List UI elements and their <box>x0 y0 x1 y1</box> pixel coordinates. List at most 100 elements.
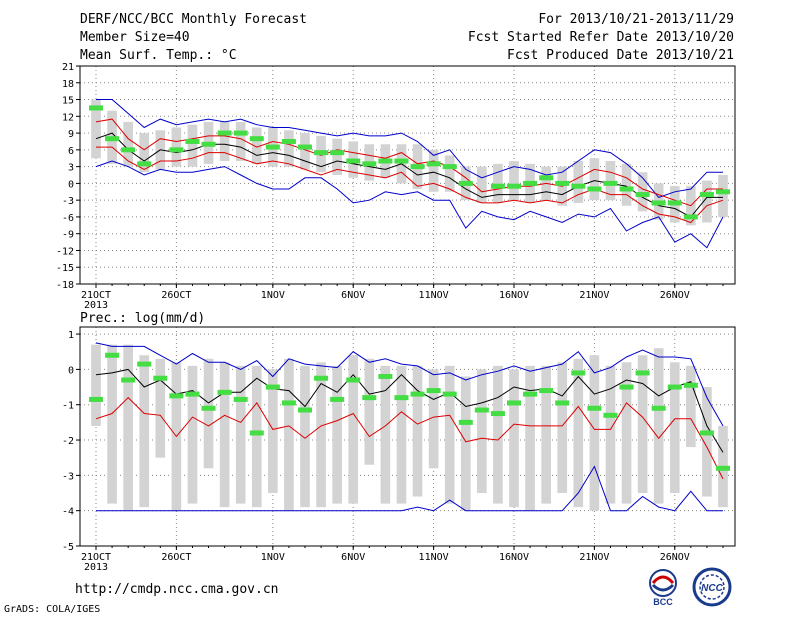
y-tick-label: -6 <box>62 213 74 224</box>
obs-marker <box>699 430 714 436</box>
obs-marker <box>555 180 570 186</box>
ensemble-box <box>251 365 262 508</box>
y-tick-label: -15 <box>56 263 74 274</box>
y-tick-label: -1 <box>62 401 74 412</box>
svg-text:BCC: BCC <box>653 597 673 607</box>
ensemble-box <box>702 387 712 497</box>
ensemble-box <box>139 355 150 508</box>
y-tick-label: 21 <box>62 62 74 73</box>
obs-marker <box>314 375 329 381</box>
ensemble-box <box>364 358 375 465</box>
obs-marker <box>716 189 730 195</box>
x-tick-label: 6NOV <box>341 290 365 301</box>
x-tick-label: 26NOV <box>660 552 690 563</box>
grads-credit: GrADS: COLA/IGES <box>4 604 101 615</box>
ensemble-box <box>460 376 471 511</box>
ensemble-box <box>300 133 310 170</box>
ensemble-box <box>686 365 696 448</box>
obs-marker <box>233 130 248 136</box>
x-tick-label: 1NOV <box>261 290 285 301</box>
obs-marker <box>410 164 425 170</box>
ensemble-box <box>203 358 214 469</box>
ensemble-box <box>380 365 391 504</box>
ensemble-box <box>477 166 487 203</box>
obs-marker <box>265 384 280 390</box>
obs-marker <box>587 186 602 192</box>
obs-marker <box>121 147 136 153</box>
ensemble-box <box>493 365 503 504</box>
series-line-upper <box>95 118 723 207</box>
obs-marker <box>539 388 554 394</box>
obs-marker <box>201 405 216 411</box>
series-line-mean <box>95 368 724 453</box>
x-tick-label: 21NOV <box>579 552 609 563</box>
obs-marker <box>490 411 505 417</box>
ensemble-box <box>541 365 551 504</box>
ensemble-box <box>621 362 632 504</box>
obs-marker <box>603 412 618 418</box>
obs-marker <box>619 384 634 390</box>
series-line-mean <box>95 132 723 218</box>
y-tick-label: 18 <box>62 79 74 90</box>
obs-marker <box>169 147 184 153</box>
ensemble-box <box>653 348 664 504</box>
obs-marker <box>362 395 377 401</box>
footer-url[interactable]: http://cmdp.ncc.cma.gov.cn <box>75 582 279 597</box>
ensemble-box <box>235 365 246 504</box>
ensemble-box <box>509 369 519 508</box>
x-tick-label: 11NOV <box>419 290 449 301</box>
ensemble-box <box>155 358 166 458</box>
ensemble-box <box>525 365 535 511</box>
obs-marker <box>635 192 650 198</box>
y-tick-label: 15 <box>62 96 74 107</box>
ensemble-box <box>284 358 294 511</box>
ncc-logo: NCC <box>692 567 732 607</box>
series-line-lower <box>96 146 724 224</box>
ensemble-box <box>509 161 519 201</box>
obs-marker <box>105 136 120 142</box>
obs-marker <box>169 393 184 399</box>
obs-marker <box>265 144 280 150</box>
ensemble-box <box>444 365 455 504</box>
ensemble-box <box>412 365 423 497</box>
ensemble-box <box>637 355 648 494</box>
y-tick-label: -4 <box>62 507 74 518</box>
forecast-started: Fcst Started Refer Date 2013/10/20 <box>467 30 734 45</box>
obs-marker <box>716 465 730 471</box>
obs-marker <box>507 400 521 406</box>
member-size: Member Size=40 <box>80 30 190 45</box>
obs-marker <box>137 361 152 367</box>
forecast-period: For 2013/10/21-2013/11/29 <box>538 12 734 27</box>
svg-text:NCC: NCC <box>701 583 723 594</box>
obs-marker <box>185 391 200 397</box>
series-line-max <box>96 99 723 198</box>
obs-marker <box>683 214 698 220</box>
ensemble-box <box>235 121 246 162</box>
obs-marker <box>458 180 473 186</box>
ensemble-box <box>332 138 342 175</box>
ensemble-box <box>621 163 632 206</box>
ensemble-box <box>702 180 712 223</box>
obs-marker <box>458 419 473 425</box>
y-tick-label: 0 <box>68 365 74 376</box>
series-line-max <box>95 342 724 427</box>
obs-marker <box>651 405 666 411</box>
ensemble-box <box>268 369 278 494</box>
obs-marker <box>523 391 538 397</box>
y-tick-label: -18 <box>56 280 74 291</box>
obs-marker <box>185 138 200 144</box>
obs-marker <box>298 144 312 150</box>
x-tick-sublabel: 2013 <box>84 562 108 573</box>
y-tick-label: -12 <box>56 246 74 257</box>
obs-marker <box>298 407 312 413</box>
x-tick-label: 26OCT <box>161 290 191 301</box>
obs-marker <box>555 400 570 406</box>
ensemble-box <box>187 124 198 167</box>
obs-marker <box>394 395 409 401</box>
x-tick-label: 21NOV <box>579 290 609 301</box>
ensemble-box <box>171 127 182 167</box>
ensemble-box <box>573 358 584 508</box>
obs-marker <box>667 384 682 390</box>
ensemble-box <box>589 355 600 511</box>
